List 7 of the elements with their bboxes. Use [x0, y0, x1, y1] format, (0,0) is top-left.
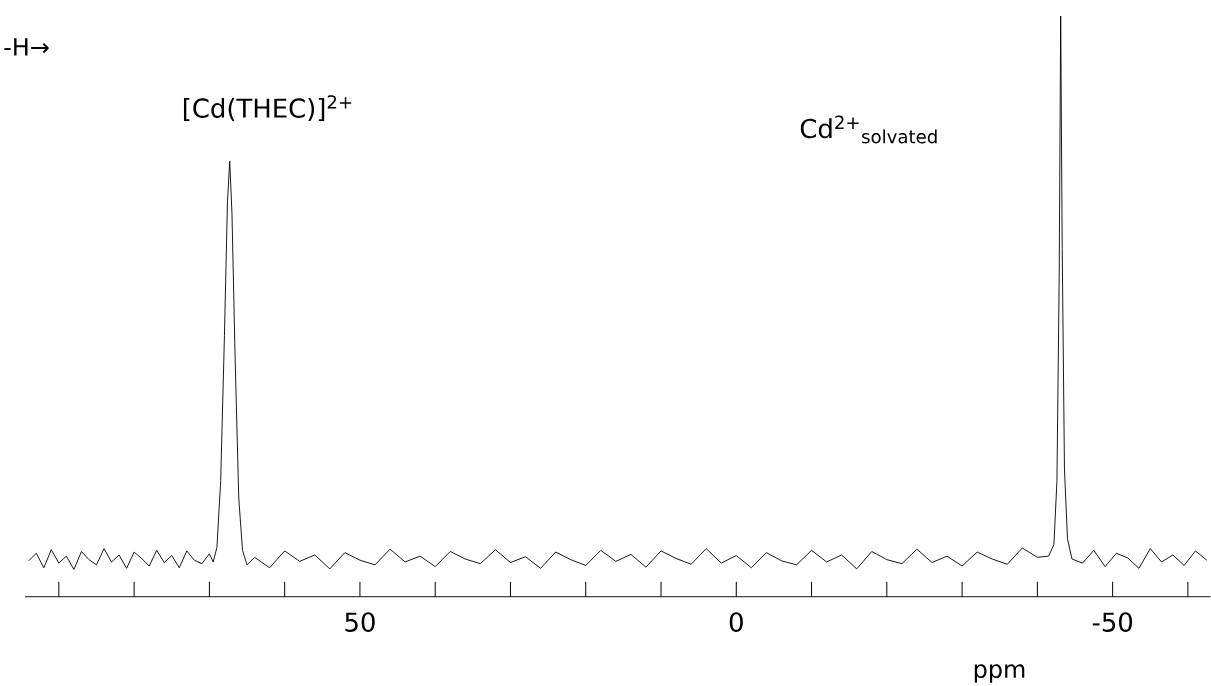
- x-tick-label: -50: [1092, 612, 1133, 632]
- annotation: Cd$^{2+}$solvated: [800, 115, 937, 144]
- x-axis-title: ppm: [974, 664, 1025, 683]
- x-tick-label: 0: [729, 612, 743, 632]
- annotation: [Cd(THEC)]$^{2+}$: [183, 95, 352, 122]
- x-tick-label: 50: [345, 612, 375, 632]
- annotation: -H→: [4, 38, 49, 56]
